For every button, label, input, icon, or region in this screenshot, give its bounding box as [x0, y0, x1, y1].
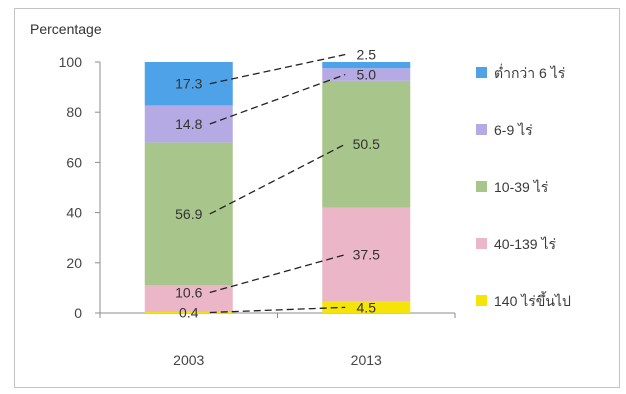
legend: ต่ำกว่า 6 ไร่ 6-9 ไร่ 10-39 ไร่ 40-139 ไร่ 1…: [476, 64, 571, 309]
bar-segment-2013-s0: [322, 301, 411, 313]
data-label-2003-s3: 14.8: [175, 116, 202, 132]
data-label-2013-s3: 5.0: [357, 67, 377, 83]
legend-swatch: [476, 295, 487, 306]
data-label-2013-s2: 50.5: [353, 136, 380, 152]
bar-segment-2003-s4: [144, 62, 233, 106]
legend-item: 140 ไร่ขึ้นไป: [476, 291, 571, 309]
connector-line-s2: [209, 143, 346, 215]
data-label-2013-s1: 37.5: [353, 247, 380, 263]
legend-swatch: [476, 124, 487, 135]
y-tick-label-20: 20: [66, 255, 82, 271]
data-label-2013-s0: 4.5: [357, 299, 377, 315]
connector-line-s1: [209, 254, 346, 294]
data-label-2003-s4: 17.3: [175, 76, 202, 92]
legend-item: ต่ำกว่า 6 ไร่: [476, 64, 566, 81]
legend-label: ต่ำกว่า 6 ไร่: [494, 64, 566, 81]
bar-segment-2003-s3: [144, 105, 233, 143]
bars: [144, 62, 411, 313]
legend-swatch: [476, 238, 487, 249]
y-tick-label-100: 100: [59, 54, 83, 70]
chart-frame: [14, 8, 620, 388]
legend-label: 40-139 ไร่: [494, 236, 557, 252]
bar-segment-2013-s4: [322, 62, 411, 69]
bar-segment-2003-s2: [144, 142, 233, 286]
legend-swatch: [476, 181, 487, 192]
y-tick-label-0: 0: [74, 305, 82, 321]
y-tick-label-60: 60: [66, 154, 82, 170]
label-connectors: [209, 53, 346, 314]
bar-segment-2013-s1: [322, 207, 411, 302]
data-label-2003-s2: 56.9: [175, 206, 202, 222]
x-category-label-2003: 2003: [173, 352, 204, 368]
legend-label: 10-39 ไร่: [494, 179, 549, 195]
bar-segment-2003-s1: [144, 285, 233, 312]
legend-label: 140 ไร่ขึ้นไป: [494, 291, 571, 309]
legend-swatch: [476, 67, 487, 78]
data-labels: 0.4 10.6 56.9 14.8 17.3 4.5 37.5 50.5 5.0 2.5: [175, 47, 380, 321]
connector-line-s0: [209, 306, 346, 314]
bar-segment-2003-s0: [144, 311, 233, 313]
y-tick-label-80: 80: [66, 104, 82, 120]
legend-label: 6-9 ไร่: [494, 122, 533, 138]
connector-line-s3: [209, 73, 346, 125]
bar-segment-2013-s2: [322, 80, 411, 208]
y-axis-title: Percentage: [30, 21, 102, 37]
y-tick-label-40: 40: [66, 205, 82, 221]
legend-item: 6-9 ไร่: [476, 122, 533, 138]
connector-line-s4: [209, 53, 346, 85]
data-label-2013-s4: 2.5: [357, 47, 377, 63]
data-label-2003-s0: 0.4: [179, 304, 199, 320]
legend-item: 10-39 ไร่: [476, 179, 549, 195]
bar-segment-2013-s3: [322, 68, 411, 81]
legend-item: 40-139 ไร่: [476, 236, 557, 252]
data-label-2003-s1: 10.6: [175, 284, 202, 300]
x-category-label-2013: 2013: [351, 352, 382, 368]
